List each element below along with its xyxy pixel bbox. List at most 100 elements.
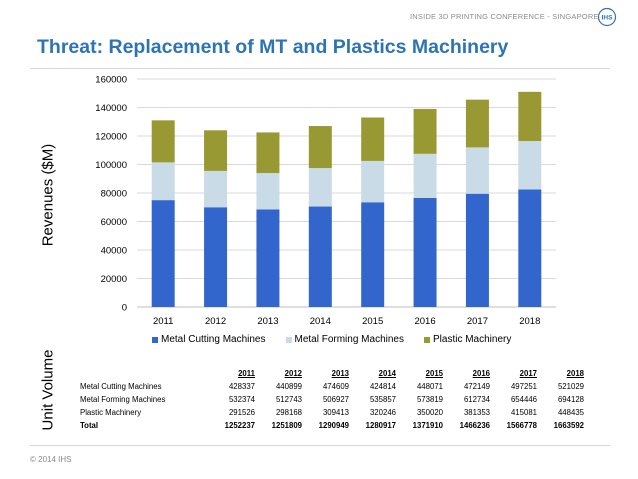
table-cell: 521029 <box>557 382 584 391</box>
unit-volume-table: 2011 2012 2013 2014 2015 2016 2017 2018 … <box>80 367 584 432</box>
table-row: Metal Cutting Machines 428337 440899 474… <box>80 380 584 393</box>
legend-item-plastic: Plastic Machinery <box>423 334 512 345</box>
table-row: Metal Forming Machines 532374 512743 506… <box>80 393 584 406</box>
bar-segment-plastic-machinery <box>361 117 385 161</box>
legend-label-metal-forming: Metal Forming Machines <box>294 334 404 345</box>
table-total-cell: 1252237 <box>224 421 255 430</box>
table-total-cell: 1466236 <box>459 421 490 430</box>
table-year-header: 2011 <box>238 369 255 378</box>
x-tick-label: 2012 <box>205 316 226 327</box>
unit-volume-label: Unit Volume <box>39 349 57 431</box>
table-row-label: Total <box>80 421 99 430</box>
table-row-label: Metal Forming Machines <box>80 395 166 404</box>
bar-segment-metal-forming-machines <box>308 168 332 207</box>
bar-segment-metal-forming-machines <box>361 160 385 203</box>
table-cell: 474609 <box>322 382 349 391</box>
bar-segment-metal-forming-machines <box>465 147 489 194</box>
bar-segment-plastic-machinery <box>518 91 542 141</box>
x-tick-label: 2014 <box>310 316 331 327</box>
table-total-row: Total 1252237 1251809 1290949 1280917 13… <box>80 419 584 432</box>
x-tick-label: 2015 <box>362 316 383 327</box>
table-cell: 350020 <box>416 408 443 417</box>
bar-segment-metal-forming-machines <box>151 162 175 201</box>
table-cell: 612734 <box>463 395 490 404</box>
bar-segment-plastic-machinery <box>204 130 228 171</box>
bar-segment-plastic-machinery <box>151 120 175 163</box>
y-tick-label: 80000 <box>101 189 127 200</box>
bar-segment-metal-forming-machines <box>413 153 437 198</box>
y-tick-label: 60000 <box>101 217 127 228</box>
chart-legend: Metal Cutting Machines Metal Forming Mac… <box>152 334 531 345</box>
copyright-footer: © 2014 IHS <box>30 455 72 464</box>
x-tick-label: 2018 <box>519 316 540 327</box>
table-header-row: 2011 2012 2013 2014 2015 2016 2017 2018 <box>80 367 584 380</box>
table-cell: 506927 <box>322 395 349 404</box>
table-cell: 448071 <box>416 382 443 391</box>
table-total-cell: 1566778 <box>506 421 537 430</box>
table-cell: 694128 <box>557 395 584 404</box>
revenue-stacked-bar-chart: 0 20000 40000 60000 80000 100000 120000 140000 1… <box>95 75 556 327</box>
table-year-header: 2016 <box>472 369 490 378</box>
bar-segment-metal-cutting-machines <box>204 207 228 307</box>
y-tick-label: 140000 <box>95 103 127 114</box>
x-tick-label: 2013 <box>257 316 278 327</box>
table-total-cell: 1251809 <box>271 421 302 430</box>
bar-segment-metal-cutting-machines <box>151 200 175 307</box>
bar-segment-metal-cutting-machines <box>361 202 385 307</box>
table-total-cell: 1290949 <box>318 421 349 430</box>
table-cell: 320246 <box>369 408 396 417</box>
table-total-cell: 1663592 <box>553 421 584 430</box>
bar-segment-metal-cutting-machines <box>465 193 489 307</box>
x-tick-label: 2017 <box>467 316 488 327</box>
conference-header: INSIDE 3D PRINTING CONFERENCE - SINGAPOR… <box>410 12 599 21</box>
y-tick-label: 160000 <box>95 75 127 86</box>
table-year-header: 2013 <box>331 369 349 378</box>
table-row-label: Metal Cutting Machines <box>80 382 162 391</box>
logo-text: IHS <box>602 15 614 22</box>
table-cell: 381353 <box>463 408 490 417</box>
legend-item-metal-forming: Metal Forming Machines <box>285 334 404 345</box>
table-cell: 415081 <box>510 408 537 417</box>
table-total-cell: 1371910 <box>412 421 443 430</box>
table-cell: 512743 <box>275 395 302 404</box>
table-cell: 291526 <box>228 408 255 417</box>
table-corner-cell <box>80 367 208 380</box>
x-tick-label: 2011 <box>153 316 173 327</box>
bottom-divider <box>30 445 610 446</box>
legend-item-metal-cutting: Metal Cutting Machines <box>152 334 266 345</box>
table-cell: 472149 <box>463 382 490 391</box>
bar-segment-plastic-machinery <box>465 99 489 148</box>
table-cell: 532374 <box>228 395 255 404</box>
table-cell: 654446 <box>510 395 537 404</box>
y-tick-label: 0 <box>122 303 127 314</box>
bar-segment-plastic-machinery <box>256 132 280 174</box>
legend-swatch-metal-forming <box>285 336 292 343</box>
table-cell: 535857 <box>369 395 396 404</box>
y-tick-label: 100000 <box>95 160 127 171</box>
page-title: Threat: Replacement of MT and Plastics M… <box>37 36 509 58</box>
table-row: Plastic Machinery 291526 298168 309413 3… <box>80 406 584 419</box>
legend-swatch-plastic <box>423 336 430 343</box>
table-year-header: 2018 <box>566 369 584 378</box>
bar-segment-metal-forming-machines <box>256 173 280 210</box>
table-cell: 440899 <box>275 382 302 391</box>
table-cell: 424814 <box>369 382 396 391</box>
bar-segment-metal-forming-machines <box>518 140 542 190</box>
ihs-logo-icon: IHS <box>597 7 617 27</box>
legend-label-plastic: Plastic Machinery <box>432 334 512 345</box>
y-tick-label: 40000 <box>101 246 127 257</box>
bar-segment-metal-cutting-machines <box>308 206 332 307</box>
bar-segment-plastic-machinery <box>308 126 332 169</box>
legend-label-metal-cutting: Metal Cutting Machines <box>161 334 266 345</box>
table-year-header: 2012 <box>284 369 302 378</box>
table-cell: 573819 <box>416 395 443 404</box>
table-row-label: Plastic Machinery <box>80 408 142 417</box>
table-year-header: 2015 <box>425 369 443 378</box>
table-cell: 428337 <box>228 382 255 391</box>
x-tick-label: 2016 <box>414 316 435 327</box>
bar-segment-metal-cutting-machines <box>518 189 542 307</box>
bar-segment-metal-forming-machines <box>204 170 228 208</box>
y-tick-label: 20000 <box>101 274 127 285</box>
bar-segment-plastic-machinery <box>413 108 437 154</box>
table-cell: 448435 <box>557 408 584 417</box>
